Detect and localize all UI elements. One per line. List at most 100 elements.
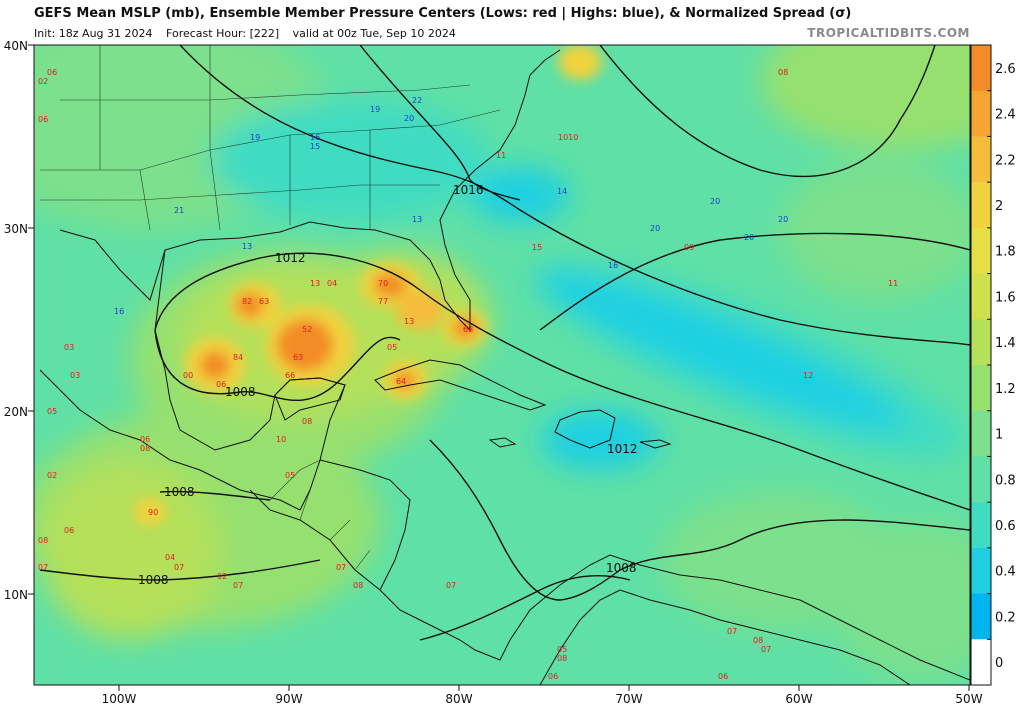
- high-center: 16: [608, 261, 618, 270]
- low-center: 08: [38, 536, 48, 545]
- low-center: 10: [276, 435, 286, 444]
- low-center: 06: [38, 115, 48, 124]
- low-center: 66: [285, 371, 295, 380]
- colorbar-swatch: [971, 319, 991, 366]
- low-center: 1010: [558, 133, 578, 142]
- low-center: 07: [174, 563, 184, 572]
- low-center: 08: [557, 654, 567, 663]
- longitude-labels: 100W 90W 80W 70W 60W 50W: [102, 692, 983, 706]
- high-center: 20: [744, 233, 754, 242]
- lon-label: 80W: [445, 692, 472, 706]
- colorbar-tick-label: 1.2: [995, 382, 1016, 397]
- low-center: 84: [233, 353, 243, 362]
- colorbar-tick-label: 0: [995, 656, 1003, 671]
- colorbar-tick-label: 0.8: [995, 473, 1016, 488]
- high-center: 22: [412, 96, 422, 105]
- colorbar-swatch: [971, 182, 991, 229]
- colorbar-tick-label: 0.6: [995, 519, 1016, 534]
- colorbar-swatch: [971, 502, 991, 549]
- colorbar-swatch: [971, 639, 991, 686]
- low-center: 06: [64, 526, 74, 535]
- low-center: 08: [778, 68, 788, 77]
- low-center: 70: [378, 279, 388, 288]
- spread-field: [34, 45, 970, 685]
- low-center: 07: [38, 563, 48, 572]
- axis-ticks: [28, 44, 970, 691]
- low-center: 06: [718, 672, 728, 681]
- isobar-label: 1012: [607, 442, 638, 456]
- high-center: 15: [310, 142, 320, 151]
- map-subtitle: Init: 18z Aug 31 2024 Forecast Hour: [22…: [34, 27, 466, 40]
- colorbar-tick-label: 2.4: [995, 108, 1016, 123]
- low-center: 02: [217, 572, 227, 581]
- valid-time: valid at 00z Tue, Sep 10 2024: [292, 27, 456, 40]
- low-center: 13: [404, 317, 414, 326]
- coastlines: [39, 49, 970, 685]
- lon-label: 50W: [955, 692, 982, 706]
- low-center: 08: [140, 444, 150, 453]
- low-center: 63: [293, 353, 303, 362]
- colorbar-swatch: [971, 273, 991, 320]
- high-center: 14: [557, 187, 567, 196]
- colorbar-swatch: [971, 456, 991, 503]
- low-center: 08: [302, 417, 312, 426]
- colorbar-swatch: [971, 136, 991, 183]
- low-center: 00: [183, 371, 193, 380]
- low-center: 06: [216, 380, 226, 389]
- political-borders: [40, 45, 501, 571]
- low-center: 11: [496, 151, 506, 160]
- low-center: 06: [47, 68, 57, 77]
- low-centers: 02 06 06 08 1010 11 15 09 11 12 13 04 70…: [38, 68, 898, 681]
- colorbar: 2.6 2.4 2.2 2 1.8 1.6 1.4 1.2 1 0.8 0.6 0.4 0.2 0: [970, 44, 1016, 686]
- lat-label: 10N: [4, 588, 28, 602]
- brand-watermark: TROPICALTIDBITS.COM: [807, 26, 970, 40]
- colorbar-swatch: [971, 45, 991, 92]
- low-center: 06: [140, 435, 150, 444]
- lat-label: 20N: [4, 405, 28, 419]
- high-center: 19: [250, 133, 260, 142]
- low-center: 52: [302, 325, 312, 334]
- low-center: 68: [463, 325, 473, 334]
- map-title: GEFS Mean MSLP (mb), Ensemble Member Pre…: [34, 6, 852, 21]
- colorbar-tick-label: 2.6: [995, 62, 1016, 77]
- high-center: 20: [778, 215, 788, 224]
- colorbar-tick-label: 1.4: [995, 336, 1016, 351]
- high-center: 13: [412, 215, 422, 224]
- lon-label: 100W: [102, 692, 137, 706]
- low-center: 07: [761, 645, 771, 654]
- low-center: 05: [557, 645, 567, 654]
- colorbar-tick-label: 0.2: [995, 610, 1016, 625]
- low-center: 06: [548, 672, 558, 681]
- isobar-label: 1008: [164, 485, 195, 499]
- low-center: 77: [378, 297, 388, 306]
- low-center: 15: [532, 243, 542, 252]
- latitude-labels: 40N 30N 20N 10N: [4, 39, 28, 602]
- low-center: 03: [70, 371, 80, 380]
- low-center: 04: [165, 553, 175, 562]
- high-center: 20: [404, 114, 414, 123]
- colorbar-swatch: [971, 593, 991, 640]
- low-center: 07: [446, 581, 456, 590]
- low-center: 05: [47, 407, 57, 416]
- high-center: 20: [650, 224, 660, 233]
- low-center: 08: [353, 581, 363, 590]
- low-center: 02: [47, 471, 57, 480]
- colorbar-tick-label: 2.2: [995, 153, 1016, 168]
- low-center: 90: [148, 508, 158, 517]
- colorbar-tick-label: 2: [995, 199, 1003, 214]
- low-center: 82: [242, 297, 252, 306]
- isobar-label: 1008: [606, 561, 637, 575]
- colorbar-swatch: [971, 227, 991, 275]
- isobar-label: 1008: [225, 385, 256, 399]
- colorbar-swatch: [971, 410, 991, 457]
- high-centers: 19 16 15 19 22 20 21 13 13 14 20 20 20 2…: [114, 96, 788, 316]
- lat-label: 40N: [4, 39, 28, 53]
- isobar-labels: 1016 1012 1008 1012 1008 1008 1008: [138, 183, 638, 587]
- high-center: 21: [174, 206, 184, 215]
- low-center: 02: [38, 77, 48, 86]
- lon-label: 60W: [785, 692, 812, 706]
- colorbar-tick-label: 0.4: [995, 565, 1016, 580]
- colorbar-swatch: [971, 90, 991, 137]
- low-center: 11: [888, 279, 898, 288]
